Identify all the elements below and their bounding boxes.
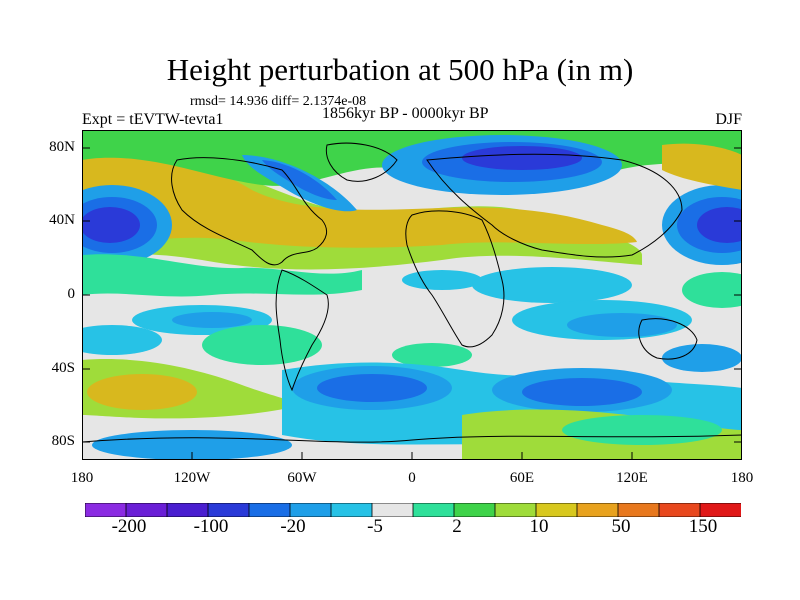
colorbar-swatch [166,503,209,517]
colorbar-label: 50 [611,516,631,537]
y-tick-label: 0 [67,286,76,302]
y-tick-label: 40N [49,212,75,228]
y-tick-label: 80N [49,139,75,155]
colorbar-swatch [453,503,496,517]
y-tick-label: 80S [51,433,75,449]
contour-fill-layer [82,130,742,460]
colorbar-swatch [85,503,127,517]
colorbar-label: -5 [367,516,383,537]
colorbar-label: -100 [193,516,229,537]
colorbar-swatch [371,503,414,517]
colorbar-swatch [412,503,455,517]
y-tick-label: 40S [51,360,75,376]
x-tick-label: 0 [408,470,416,486]
colorbar-swatch [535,503,578,517]
x-tick-label: 180 [730,470,754,486]
colorbar-swatch [330,503,373,517]
colorbar-swatch [494,503,537,517]
x-tick-label: 180 [70,470,94,486]
colorbar [85,503,741,517]
map-title: Height perturbation at 500 hPa (in m) [166,52,634,87]
colorbar-swatch [125,503,168,517]
colorbar-label: 150 [688,516,718,537]
rmsd-stats-label: rmsd= 14.936 diff= 2.1374e-08 [190,94,367,109]
colorbar-swatch [289,503,332,517]
colorbar-label: 2 [452,516,462,537]
colorbar-swatch [658,503,701,517]
colorbar-swatch [617,503,660,517]
colorbar-swatch [576,503,619,517]
period-label: 1856kyr BP - 0000kyr BP [322,105,489,122]
x-tick-label: 120W [173,470,211,486]
x-tick-label: 120E [616,470,648,486]
height-perturbation-map [82,130,742,460]
colorbar-swatch [207,503,250,517]
map-tick-marks [82,147,742,460]
colorbar-swatch [699,503,741,517]
x-tick-label: 60W [287,470,317,486]
experiment-label: Expt = tEVTW-tevta1 [82,111,224,128]
colorbar-label: 10 [529,516,549,537]
colorbar-label: -20 [280,516,306,537]
continent-outlines [82,142,742,443]
season-label: DJF [715,111,742,128]
colorbar-swatch [248,503,291,517]
x-tick-label: 60E [509,470,535,486]
colorbar-label: -200 [111,516,147,537]
